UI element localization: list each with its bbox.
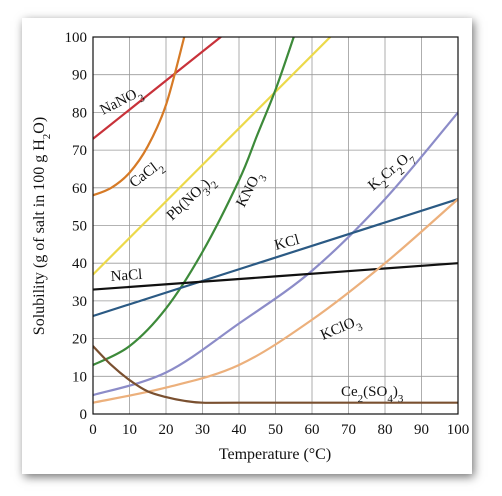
y-tick-label: 100 bbox=[65, 30, 88, 46]
x-tick-label: 20 bbox=[159, 422, 174, 438]
series-lines bbox=[93, 37, 458, 404]
label-nacl: NaCl bbox=[110, 267, 143, 285]
x-tick-label: 80 bbox=[378, 422, 393, 438]
y-tick-label: 0 bbox=[80, 407, 88, 423]
y-axis-label: Solubility (g of salt in 100 g H2O) bbox=[31, 117, 53, 335]
chart-frame bbox=[22, 18, 472, 474]
y-tick-label: 80 bbox=[72, 105, 87, 121]
x-axis-label: Temperature (°C) bbox=[219, 446, 331, 463]
x-tick-label: 30 bbox=[195, 422, 210, 438]
label-kclo3: KClO3 bbox=[318, 313, 365, 349]
series-line-kcl bbox=[93, 198, 458, 318]
y-tick-label: 70 bbox=[72, 143, 87, 159]
series-line-nacl bbox=[93, 262, 458, 291]
label-nano3: NaNO3 bbox=[98, 84, 148, 123]
y-tick-label: 10 bbox=[72, 369, 87, 385]
series-line-pbno32 bbox=[93, 37, 332, 276]
series-line-nano3 bbox=[93, 37, 222, 140]
series-line-k2cr2o7 bbox=[93, 111, 458, 397]
gridlines bbox=[92, 36, 459, 415]
tick-labels: 0 10 20 30 40 50 60 70 80 90 100 0 10 20 30 40 50 60 70 80 9… bbox=[65, 30, 470, 438]
x-tick-label: 70 bbox=[341, 422, 356, 438]
x-tick-label: 90 bbox=[414, 422, 429, 438]
label-kcl: KCl bbox=[273, 232, 301, 254]
x-tick-label: 10 bbox=[122, 422, 137, 438]
y-tick-label: 40 bbox=[72, 256, 87, 272]
y-tick-label: 30 bbox=[72, 294, 87, 310]
x-tick-label: 40 bbox=[232, 422, 247, 438]
x-tick-label: 50 bbox=[268, 422, 283, 438]
series-line-cacl2 bbox=[93, 37, 186, 197]
y-tick-label: 20 bbox=[72, 332, 87, 348]
series-line-kno3 bbox=[93, 37, 295, 367]
y-tick-label: 90 bbox=[72, 68, 87, 84]
series-line-kclo3 bbox=[93, 198, 458, 404]
plot-area-border bbox=[92, 36, 459, 415]
series-line-ce2so43 bbox=[93, 345, 458, 404]
x-tick-label: 100 bbox=[447, 422, 470, 438]
x-tick-label: 60 bbox=[305, 422, 320, 438]
x-tick-label: 0 bbox=[89, 422, 97, 438]
y-tick-label: 60 bbox=[72, 181, 87, 197]
label-pbno32: Pb(NO3)2 bbox=[164, 172, 221, 227]
y-tick-label: 50 bbox=[72, 219, 87, 235]
label-cacl2: CaCl2 bbox=[127, 157, 169, 196]
label-ce2so43: Ce2(SO4)3 bbox=[341, 384, 404, 405]
